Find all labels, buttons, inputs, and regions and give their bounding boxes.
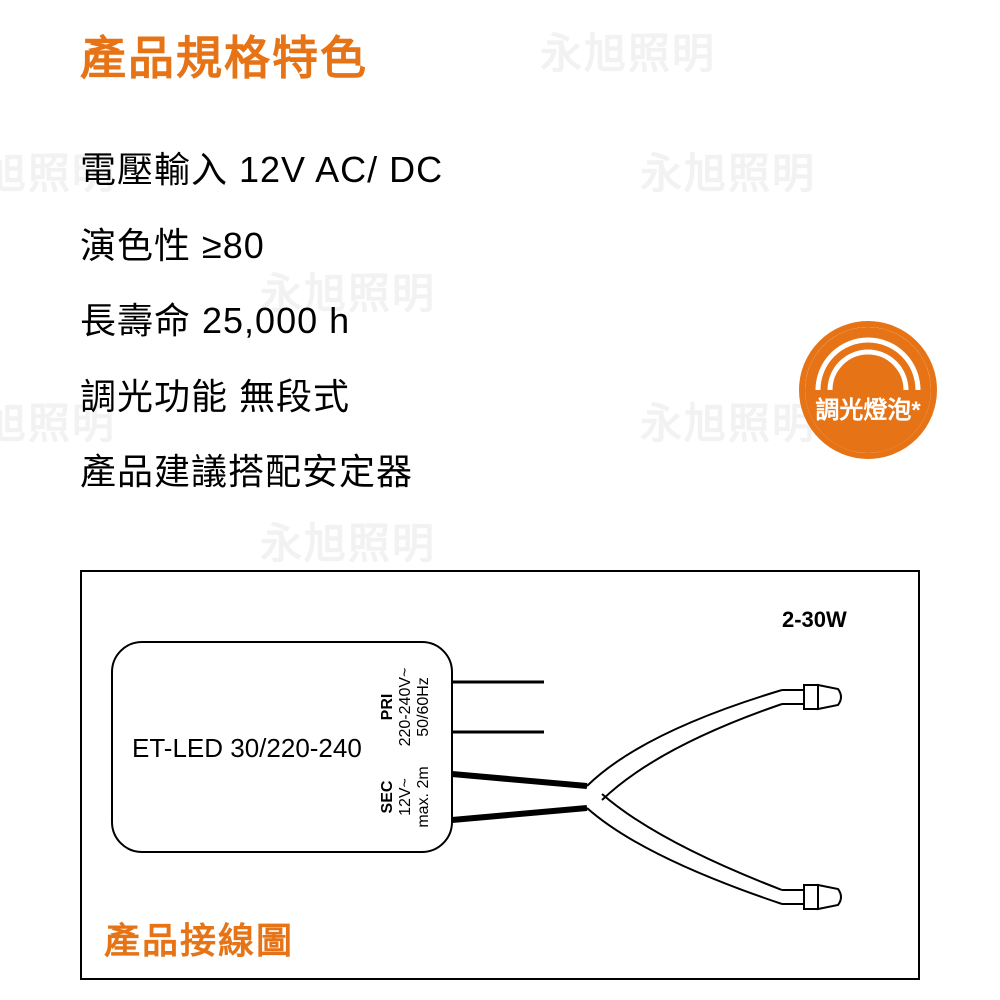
svg-text:SEC: SEC — [379, 780, 396, 813]
svg-text:12V~: 12V~ — [397, 778, 414, 816]
spec-item: 調光功能 無段式 — [80, 359, 920, 435]
svg-text:ET-LED 30/220-240: ET-LED 30/220-240 — [132, 733, 362, 763]
spec-item: 電壓輸入 12V AC/ DC — [80, 132, 920, 208]
spec-item: 演色性 ≥80 — [80, 208, 920, 284]
diagram-caption: 產品接線圖 — [104, 912, 294, 964]
spec-item: 產品建議搭配安定器 — [80, 434, 920, 510]
spec-list: 電壓輸入 12V AC/ DC 演色性 ≥80 長壽命 25,000 h 調光功… — [80, 132, 920, 510]
badge-label: 調光燈泡* — [815, 396, 921, 424]
svg-text:50/60Hz: 50/60Hz — [415, 677, 432, 737]
section-title: 產品規格特色 — [80, 22, 920, 88]
load-label: 2-30W — [782, 607, 847, 632]
dimmable-badge: 調光燈泡* — [798, 320, 938, 465]
spec-item: 長壽命 25,000 h — [80, 283, 920, 359]
svg-text:220-240V~: 220-240V~ — [397, 668, 414, 747]
svg-text:PRI: PRI — [379, 694, 396, 721]
wiring-diagram: ET-LED 30/220-240 PRI 220-240V~ 50/60Hz … — [80, 570, 920, 980]
svg-text:max. 2m: max. 2m — [415, 766, 432, 827]
watermark: 永旭照明 — [260, 510, 436, 571]
